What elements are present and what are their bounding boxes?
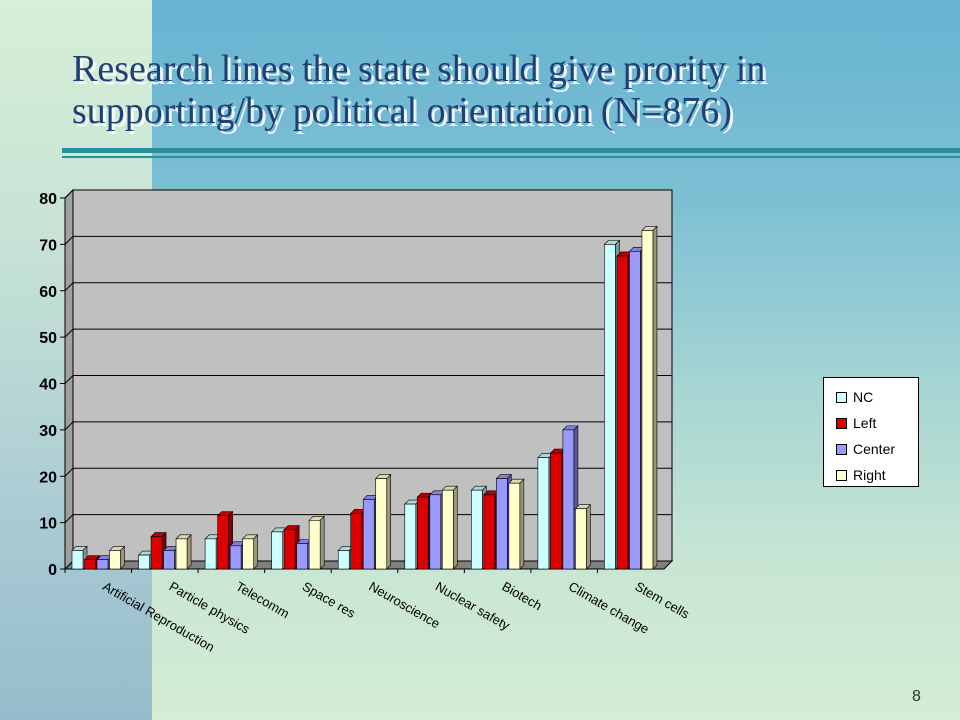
slide-title: Research lines the state should give pro… — [72, 48, 766, 132]
bar-nc-0 — [71, 550, 84, 570]
bar-left-2 — [217, 515, 229, 570]
bar-right-5 — [441, 489, 454, 570]
bar-nc-8 — [604, 244, 616, 570]
y-tick-label: 40 — [39, 377, 57, 394]
y-tick-label: 70 — [39, 237, 57, 254]
y-tick-label: 20 — [39, 469, 57, 486]
legend-label-center: Center — [853, 441, 896, 457]
legend-item-center: Center — [836, 436, 918, 462]
bar-center-6 — [496, 478, 508, 570]
legend-swatch-center — [836, 443, 847, 455]
bar-nc-2 — [204, 538, 217, 570]
bar-center-5 — [429, 494, 442, 570]
bar-side — [452, 485, 458, 570]
bar-right-6 — [508, 482, 521, 570]
bar-side — [652, 225, 658, 570]
page-number: 8 — [912, 688, 921, 705]
bar-nc-6 — [471, 489, 483, 570]
bar-center-0 — [96, 559, 109, 570]
bar-left-1 — [150, 536, 163, 570]
bar-nc-4 — [337, 550, 350, 570]
bar-side — [386, 473, 392, 570]
bar-nc-3 — [271, 531, 283, 570]
bar-nc-7 — [537, 457, 550, 570]
bar-right-0 — [109, 550, 121, 570]
x-tick-label: Neuroscience — [366, 579, 442, 632]
bar-right-2 — [242, 538, 254, 570]
x-tick-label: Nuclear safety — [433, 579, 513, 634]
legend-item-right: Right — [836, 462, 918, 488]
bar-side — [319, 515, 325, 570]
bar-left-0 — [84, 559, 96, 570]
chart-legend: NC Left Center Right — [823, 377, 919, 487]
bar-right-8 — [641, 230, 654, 570]
y-tick-label: 0 — [48, 562, 57, 579]
bar-nc-5 — [404, 503, 417, 570]
legend-label-nc: NC — [853, 389, 874, 405]
x-tick-label: Telecomm — [233, 579, 292, 622]
bar-side — [586, 503, 591, 570]
bar-left-6 — [483, 494, 496, 570]
legend-swatch-left — [836, 417, 847, 429]
bar-center-7 — [562, 429, 575, 570]
bar-center-3 — [296, 543, 308, 570]
bar-right-3 — [308, 520, 321, 570]
legend-label-left: Left — [853, 415, 877, 431]
legend-item-left: Left — [836, 410, 918, 436]
bar-center-2 — [229, 545, 242, 570]
bar-side — [120, 545, 125, 570]
bar-nc-1 — [138, 554, 150, 570]
bar-right-7 — [575, 508, 587, 570]
x-tick-label: Artificial Reproduction — [100, 579, 217, 655]
x-tick-label: Biotech — [499, 579, 544, 614]
bar-side — [519, 478, 525, 570]
bar-side — [253, 534, 258, 570]
bar-left-7 — [550, 452, 562, 570]
bar-side — [186, 534, 192, 570]
gridline — [64, 375, 672, 384]
x-tick-label: Space res — [300, 579, 359, 622]
bar-center-4 — [362, 499, 375, 570]
title-rule-thin — [62, 156, 960, 158]
x-tick-label: Stem cells — [633, 579, 693, 622]
bar-right-1 — [175, 538, 188, 570]
y-tick-label: 10 — [39, 516, 57, 533]
gridline — [64, 467, 672, 477]
gridline — [64, 282, 672, 292]
bar-left-8 — [616, 255, 629, 570]
legend-swatch-right — [836, 469, 847, 481]
gridline — [64, 235, 672, 245]
y-tick-label: 80 — [39, 191, 57, 208]
gridline — [64, 421, 672, 431]
title-rule-thick — [62, 148, 960, 153]
bar-center-1 — [163, 550, 175, 570]
bar-left-4 — [350, 513, 363, 570]
gridline — [64, 189, 672, 199]
bar-left-5 — [416, 496, 429, 570]
y-tick-label: 30 — [39, 423, 57, 440]
legend-swatch-nc — [836, 391, 847, 403]
y-tick-label: 60 — [39, 284, 57, 301]
bar-left-3 — [283, 529, 296, 570]
gridline — [64, 328, 672, 338]
bar-right-4 — [375, 478, 388, 570]
bar-center-8 — [629, 251, 641, 570]
legend-label-right: Right — [853, 467, 886, 483]
legend-item-nc: NC — [836, 384, 918, 410]
y-tick-label: 50 — [39, 330, 57, 347]
